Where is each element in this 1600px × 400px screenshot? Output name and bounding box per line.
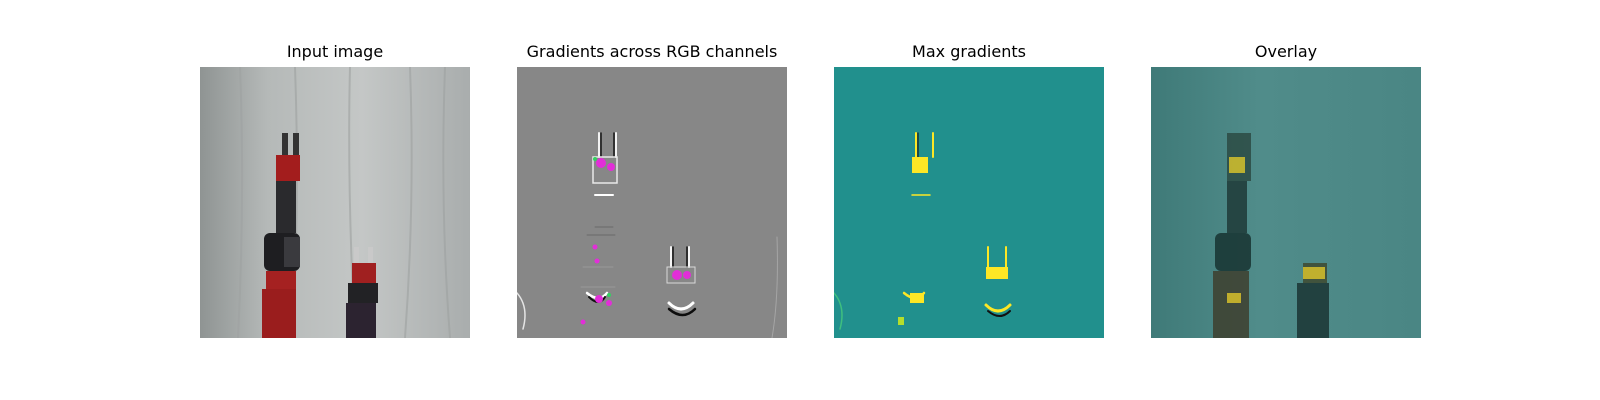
- overlay-background: [1151, 67, 1421, 338]
- panel-max-gradients: Max gradients: [834, 0, 1104, 400]
- max-highlights: [898, 157, 1008, 325]
- panel-gradients: Gradients across RGB channels: [517, 0, 787, 400]
- panel-title-overlay: Overlay: [1254, 42, 1318, 61]
- panel-title-input: Input image: [286, 42, 384, 61]
- panel-overlay: Overlay: [1151, 0, 1421, 400]
- robot-arm-large: [262, 133, 300, 338]
- gradients-background: [517, 67, 787, 338]
- overlay-image: [1151, 67, 1421, 338]
- gradient-highlights: [580, 158, 691, 325]
- gradients-image: [517, 67, 787, 338]
- robot-arm-small: [346, 247, 378, 338]
- panel-title-max: Max gradients: [912, 42, 1026, 61]
- curtain-background: [200, 67, 470, 338]
- input-image: [200, 67, 470, 338]
- overlay-highlights: [1227, 157, 1325, 303]
- max-gradients-image: [834, 67, 1104, 338]
- gradient-green-specks: [593, 157, 611, 297]
- panel-input: Input image: [200, 0, 470, 400]
- max-background: [834, 67, 1104, 338]
- panel-title-gradients: Gradients across RGB channels: [526, 42, 778, 61]
